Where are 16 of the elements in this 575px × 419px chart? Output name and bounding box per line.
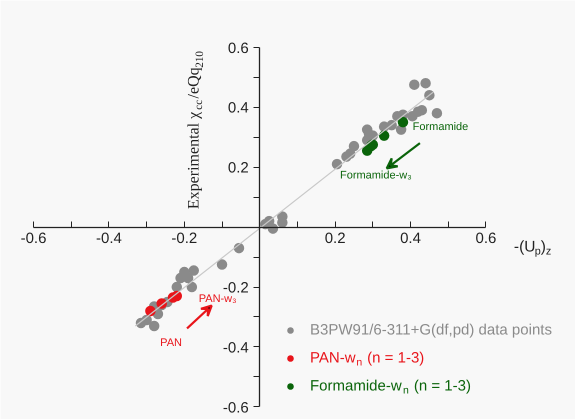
y-tick-label: 0.4	[228, 100, 249, 117]
annotation: Formamide-w₃	[340, 170, 412, 182]
x-tick-label: 0.2	[324, 230, 346, 248]
y-tick-label: -0.4	[222, 339, 249, 356]
y-tick-label: -0.6	[222, 399, 249, 416]
y-tick-label: 0.6	[228, 40, 249, 57]
legend-label: B3PW91/6-311+G(df,pd) data points	[310, 321, 552, 338]
x-tick-label: 0.6	[476, 230, 496, 248]
annotation: PAN	[160, 337, 182, 350]
x-tick-label: -0.6	[20, 230, 46, 248]
x-tick-label: 0.4	[400, 230, 421, 248]
x-tick-label: -0.2	[171, 230, 198, 248]
annotation: Formamide	[412, 121, 468, 134]
y-tick-label: 0.2	[228, 160, 249, 177]
x-tick-label: -0.4	[96, 230, 122, 248]
y-axis-title: Experimental χcc/eQq210	[186, 50, 206, 210]
